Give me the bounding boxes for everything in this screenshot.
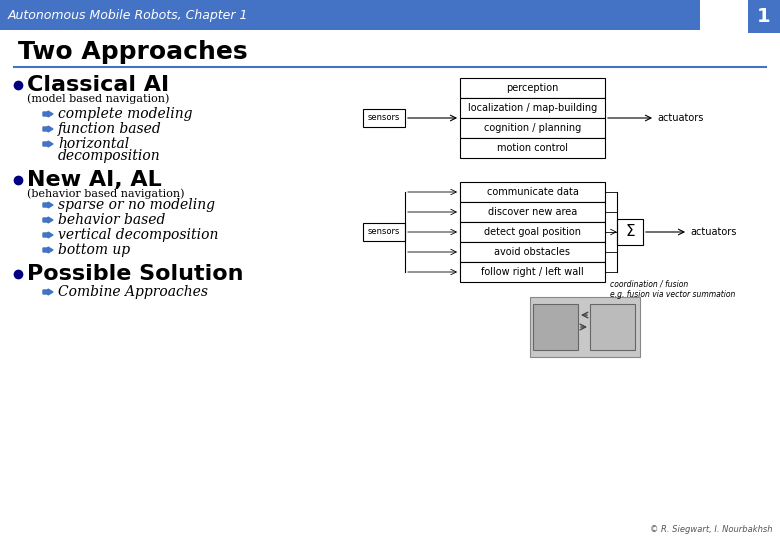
Bar [460, 222, 605, 242]
Text: follow right / left wall: follow right / left wall [481, 267, 584, 277]
Text: Autonomous Mobile Robots, Chapter 1: Autonomous Mobile Robots, Chapter 1 [8, 9, 249, 22]
Text: © R. Siegwart, I. Nourbakhsh: © R. Siegwart, I. Nourbakhsh [650, 525, 772, 534]
Text: actuators: actuators [690, 227, 736, 237]
Text: vertical decomposition: vertical decomposition [58, 228, 218, 242]
Bar [460, 202, 605, 222]
Bar [460, 78, 605, 98]
Text: Σ: Σ [626, 225, 635, 240]
Bar [530, 297, 640, 357]
Bar [748, 0, 780, 33]
Bar [460, 98, 605, 118]
Text: New AI, AL: New AI, AL [27, 170, 161, 190]
Text: Possible Solution: Possible Solution [27, 264, 243, 284]
Text: bottom up: bottom up [58, 243, 130, 257]
Bar [617, 219, 643, 245]
Text: discover new area: discover new area [488, 207, 577, 217]
Text: perception: perception [506, 83, 558, 93]
Text: Combine Approaches: Combine Approaches [58, 285, 208, 299]
Bar [460, 138, 605, 158]
Text: sparse or no modeling: sparse or no modeling [58, 198, 215, 212]
Text: cognition / planning: cognition / planning [484, 123, 581, 133]
Bar [590, 304, 635, 350]
Text: decomposition: decomposition [58, 149, 161, 163]
Bar [460, 262, 605, 282]
Text: 1: 1 [757, 6, 771, 25]
Bar [363, 109, 405, 127]
FancyArrow shape [43, 126, 53, 132]
Bar [0, 0, 700, 30]
Text: localization / map-building: localization / map-building [468, 103, 597, 113]
Text: Classical AI: Classical AI [27, 75, 169, 95]
Bar [460, 182, 605, 202]
Bar [460, 118, 605, 138]
Text: detect goal position: detect goal position [484, 227, 581, 237]
Text: (behavior based navigation): (behavior based navigation) [27, 188, 185, 199]
Text: coordination / fusion
e.g. fusion via vector summation: coordination / fusion e.g. fusion via ve… [610, 279, 736, 299]
Text: actuators: actuators [657, 113, 704, 123]
Text: horizontal: horizontal [58, 137, 129, 151]
FancyArrow shape [43, 141, 53, 147]
FancyArrow shape [43, 217, 53, 223]
Text: behavior based: behavior based [58, 213, 165, 227]
FancyArrow shape [43, 232, 53, 238]
Bar [363, 223, 405, 241]
FancyArrow shape [43, 111, 53, 117]
FancyArrow shape [43, 247, 53, 253]
Bar [533, 304, 578, 350]
Text: function based: function based [58, 122, 161, 136]
Text: avoid obstacles: avoid obstacles [495, 247, 570, 257]
Text: (model based navigation): (model based navigation) [27, 94, 169, 104]
Text: sensors: sensors [368, 113, 400, 123]
Text: complete modeling: complete modeling [58, 107, 193, 121]
Text: sensors: sensors [368, 227, 400, 237]
Text: communicate data: communicate data [487, 187, 579, 197]
FancyArrow shape [43, 289, 53, 295]
FancyArrow shape [43, 202, 53, 208]
Bar [460, 242, 605, 262]
Text: Two Approaches: Two Approaches [18, 40, 247, 64]
Text: motion control: motion control [497, 143, 568, 153]
